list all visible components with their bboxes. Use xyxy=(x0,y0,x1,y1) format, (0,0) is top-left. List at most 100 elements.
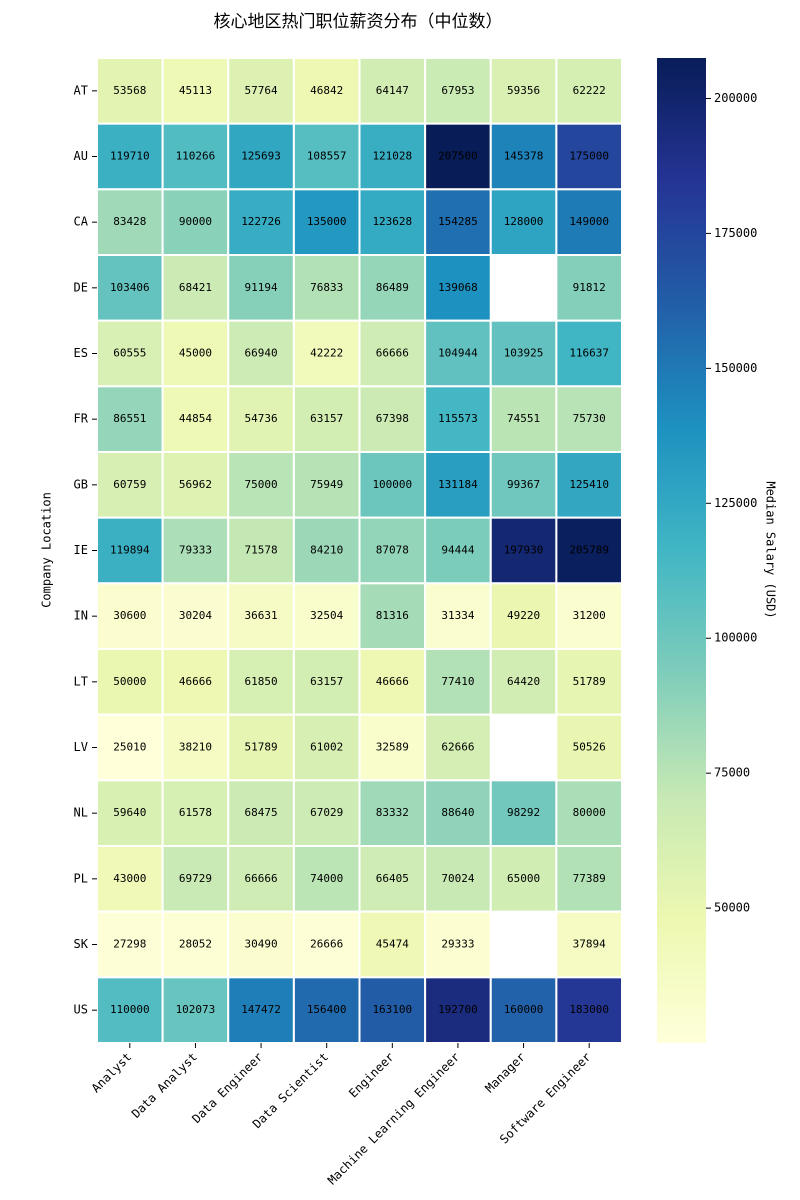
cell-label: 67029 xyxy=(310,806,343,819)
cell-label: 62666 xyxy=(441,741,474,754)
cell-label: 125410 xyxy=(569,478,609,491)
y-axis-label: Company Location xyxy=(40,492,54,608)
cell-label: 147472 xyxy=(241,1003,281,1016)
cell-label: 59356 xyxy=(507,84,540,97)
cell-label: 100000 xyxy=(372,478,412,491)
cell-label: 46666 xyxy=(179,675,212,688)
heatmap-cell xyxy=(358,845,427,913)
heatmap-cell xyxy=(555,451,623,519)
y-tick-label: DE xyxy=(74,280,88,294)
y-tick-label: CA xyxy=(74,215,89,229)
cell-label: 86489 xyxy=(376,281,409,294)
heatmap-cell xyxy=(96,976,164,1044)
cell-label: 28052 xyxy=(179,938,212,951)
cell-label: 61002 xyxy=(310,741,343,754)
cell-label: 50000 xyxy=(113,675,146,688)
y-tick-label: NL xyxy=(74,806,88,820)
cell-label: 65000 xyxy=(507,872,540,885)
cell-label: 51789 xyxy=(573,675,606,688)
heatmap-cell xyxy=(161,122,230,191)
cell-label: 46666 xyxy=(376,675,409,688)
cell-label: 53568 xyxy=(113,84,146,97)
cell-label: 110000 xyxy=(110,1003,150,1016)
cell-label: 108557 xyxy=(307,150,347,163)
cell-label: 49220 xyxy=(507,609,540,622)
heatmap-cell xyxy=(292,516,361,585)
y-tick-label: AT xyxy=(74,83,88,97)
cell-label: 36631 xyxy=(245,609,278,622)
heatmap-cell xyxy=(555,57,623,125)
heatmap-cell xyxy=(96,845,164,913)
cell-label: 45474 xyxy=(376,938,409,951)
cell-label: 32504 xyxy=(310,609,343,622)
cell-label: 68475 xyxy=(245,806,278,819)
heatmap-cell xyxy=(358,254,427,322)
cell-label: 74000 xyxy=(310,872,343,885)
heatmap-cell xyxy=(424,976,492,1044)
cell-label: 66666 xyxy=(376,347,409,360)
cell-label: 43000 xyxy=(113,872,146,885)
y-tick-label: ES xyxy=(74,346,88,360)
cell-label: 30490 xyxy=(245,938,278,951)
cell-label: 94444 xyxy=(441,544,474,557)
cell-label: 59640 xyxy=(113,806,146,819)
heatmap-cell xyxy=(358,319,427,388)
cell-label: 87078 xyxy=(376,544,409,557)
heatmap-cell xyxy=(489,648,558,716)
heatmap-cell xyxy=(227,845,295,913)
cell-label: 91194 xyxy=(245,281,278,294)
cell-label: 207500 xyxy=(438,150,478,163)
cell-label: 175000 xyxy=(569,150,609,163)
cell-label: 80000 xyxy=(573,806,606,819)
cell-label: 64147 xyxy=(376,84,409,97)
heatmap-cell xyxy=(555,385,623,454)
y-tick-label: GB xyxy=(74,477,88,491)
colorbar-tick-label: 175000 xyxy=(714,226,757,240)
cell-label: 70024 xyxy=(441,872,474,885)
cell-label: 37894 xyxy=(573,938,606,951)
cell-label: 57764 xyxy=(245,84,278,97)
heatmap-cell xyxy=(292,845,361,913)
y-tick-label: LV xyxy=(74,740,88,754)
cell-label: 75730 xyxy=(573,412,606,425)
cell-label: 71578 xyxy=(245,544,278,557)
colorbar-tick-label: 150000 xyxy=(714,361,757,375)
cell-label: 51789 xyxy=(245,741,278,754)
heatmap-cell xyxy=(424,319,492,388)
heatmap-cell xyxy=(489,451,558,519)
cell-label: 68421 xyxy=(179,281,212,294)
heatmap-cell xyxy=(555,188,623,256)
cell-label: 79333 xyxy=(179,544,212,557)
x-tick-label: Data Analyst xyxy=(129,1050,200,1121)
heatmap-cell xyxy=(358,779,427,847)
cell-label: 75000 xyxy=(245,478,278,491)
x-tick-label: Analyst xyxy=(89,1050,135,1096)
heatmap-cell xyxy=(96,451,164,519)
heatmap-cell xyxy=(489,385,558,454)
colorbar-label: Median Salary (USD) xyxy=(764,481,778,618)
cell-label: 32589 xyxy=(376,741,409,754)
heatmap-cell xyxy=(292,451,361,519)
cell-label: 116637 xyxy=(569,347,609,360)
cell-label: 110266 xyxy=(176,150,216,163)
heatmap-cell xyxy=(555,648,623,716)
cell-label: 125693 xyxy=(241,150,281,163)
cell-label: 62222 xyxy=(573,84,606,97)
heatmap-cell xyxy=(227,976,295,1044)
x-tick-label: Engineer xyxy=(346,1050,397,1101)
colorbar-tick-label: 125000 xyxy=(714,496,757,510)
cell-label: 25010 xyxy=(113,741,146,754)
cell-label: 69729 xyxy=(179,872,212,885)
cell-label: 84210 xyxy=(310,544,343,557)
heatmap-cell xyxy=(161,648,230,716)
heatmap-cell xyxy=(358,188,427,256)
cell-label: 77389 xyxy=(573,872,606,885)
cell-label: 99367 xyxy=(507,478,540,491)
cell-label: 63157 xyxy=(310,675,343,688)
cell-label: 119894 xyxy=(110,544,150,557)
heatmap-cell xyxy=(424,254,492,322)
heatmap-cell xyxy=(227,713,295,782)
chart-title: 核心地区热门职位薪资分布（中位数） xyxy=(214,12,503,32)
cell-label: 98292 xyxy=(507,806,540,819)
heatmap-cell xyxy=(424,910,492,979)
